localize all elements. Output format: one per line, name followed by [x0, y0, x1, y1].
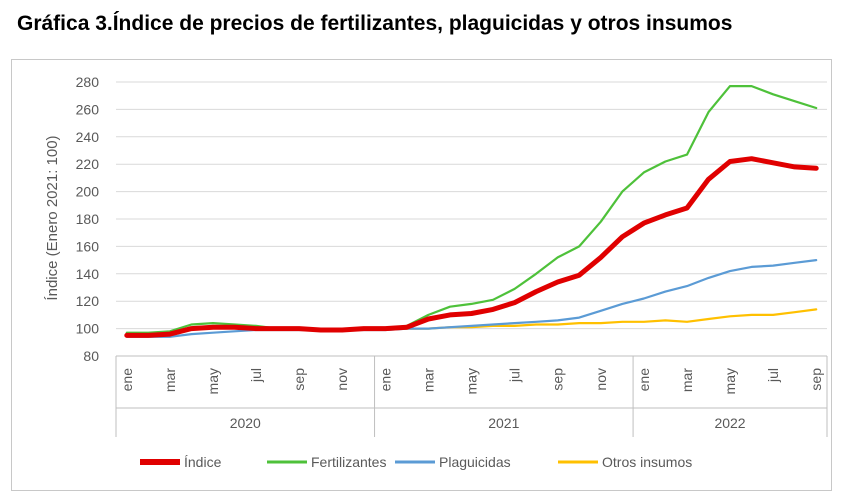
y-tick-label: 180: [76, 211, 100, 227]
x-tick-label: sep: [291, 368, 307, 391]
y-tick-label: 220: [76, 156, 100, 172]
x-tick-label: sep: [550, 368, 566, 391]
series-line-plaguicidas: [125, 259, 818, 338]
chart-title: Gráfica 3.Índice de precios de fertiliza…: [17, 12, 733, 35]
x-axis: ene mar may jul sep nov ene mar may jul sep nov ene m…: [115, 356, 828, 437]
x-tick-label: mar: [679, 368, 695, 392]
x-year-label: 2022: [714, 415, 745, 431]
x-year-label: 2020: [230, 415, 261, 431]
series-line-otros-insumos: [384, 308, 818, 330]
series-line-fertilizantes: [125, 85, 818, 334]
y-tick-label: 200: [76, 184, 100, 200]
x-tick-label: mar: [420, 368, 436, 392]
y-tick-label: 160: [76, 238, 100, 254]
grid-lines: [116, 81, 827, 357]
x-tick-label: ene: [636, 368, 652, 392]
y-tick-label: 120: [76, 293, 100, 309]
legend: Índice Fertilizantes Plaguicidas Otros insu…: [140, 454, 692, 470]
y-tick-label: 260: [76, 101, 100, 117]
series-line-índice: [124, 156, 819, 338]
x-tick-label: mar: [162, 368, 178, 392]
x-tick-label: jul: [765, 368, 781, 383]
y-tick-label: 100: [76, 321, 100, 337]
x-tick-label: nov: [334, 368, 350, 391]
x-year-label: 2021: [488, 415, 519, 431]
y-tick-label: 280: [76, 74, 100, 90]
legend-label: Plaguicidas: [439, 454, 511, 470]
legend-label: Fertilizantes: [311, 454, 386, 470]
legend-label: Otros insumos: [602, 454, 692, 470]
chart-frame: [11, 59, 832, 491]
y-tick-label: 80: [83, 348, 99, 364]
x-tick-label: ene: [119, 368, 135, 392]
x-tick-label: may: [464, 368, 480, 394]
y-axis-label: Índice (Enero 2021: 100): [44, 135, 61, 300]
y-axis-ticks: 80 100 120 140 160 180 200 220 240 260 280: [76, 74, 100, 364]
x-tick-label: jul: [507, 368, 523, 383]
x-tick-label: may: [722, 368, 738, 394]
x-tick-label: nov: [593, 368, 609, 391]
x-tick-label: sep: [808, 368, 824, 391]
x-tick-label: jul: [248, 368, 264, 383]
legend-label: Índice: [184, 454, 222, 470]
x-tick-label: ene: [377, 368, 393, 392]
series-lines: [124, 85, 819, 338]
x-tick-label: may: [205, 368, 221, 394]
y-tick-label: 140: [76, 266, 100, 282]
y-tick-label: 240: [76, 129, 100, 145]
